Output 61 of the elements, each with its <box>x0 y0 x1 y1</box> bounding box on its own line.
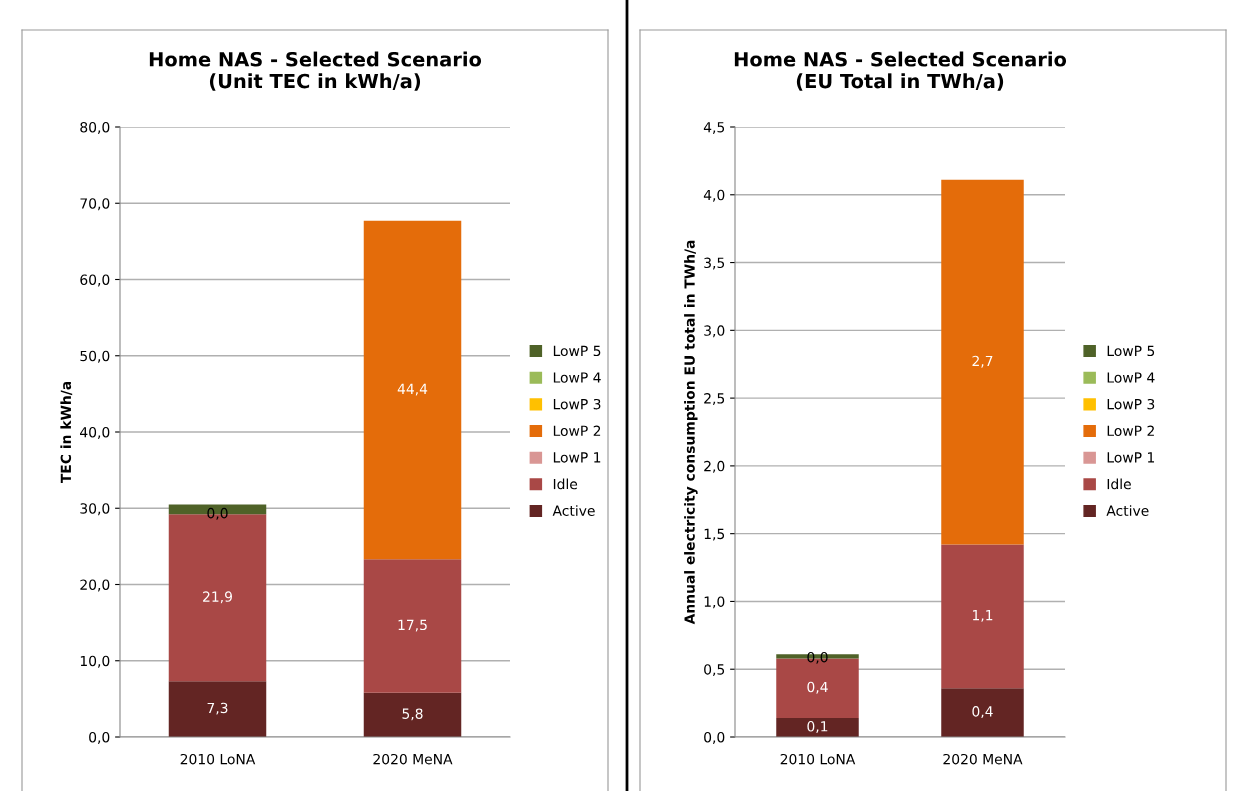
y-tick-label: 0,0 <box>89 731 110 744</box>
y-tick-label: 3,5 <box>704 257 725 270</box>
x-tick-label: 2010 LoNA <box>180 753 256 765</box>
y-tick-label: 30,0 <box>80 503 110 516</box>
y-tick-label: 80,0 <box>80 121 110 134</box>
data-label: 0,0 <box>207 507 228 520</box>
y-tick-label: 10,0 <box>80 655 110 668</box>
data-label: 17,5 <box>398 619 427 632</box>
y-tick-label: 40,0 <box>80 426 110 439</box>
x-tick-label: 2020 MeNA <box>373 753 453 765</box>
bar <box>363 220 462 560</box>
y-tick-label: 60,0 <box>80 274 110 287</box>
chart-title: Home NAS - Selected Scenario (Unit TEC in kWh/a) <box>149 51 482 91</box>
legend-label: LowP 5 <box>1107 345 1155 357</box>
data-label: 44,4 <box>397 383 428 396</box>
legend-label: LowP 2 <box>553 425 601 437</box>
y-tick-label: 4,5 <box>703 122 725 134</box>
legend-label: LowP 2 <box>1107 425 1154 437</box>
data-label: 0,0 <box>807 651 828 664</box>
legend-label: Active <box>1106 505 1149 516</box>
y-tick-label: 2,0 <box>704 460 725 473</box>
bar <box>941 688 1024 737</box>
y-tick-label: 1,0 <box>704 596 725 609</box>
x-tick-label: 2020 MeNA <box>943 753 1023 765</box>
data-label: 1,1 <box>972 610 993 622</box>
y-tick-label: 0,5 <box>704 664 725 677</box>
legend-label: LowP 3 <box>1107 398 1155 410</box>
y-tick-label: 70,0 <box>80 198 110 211</box>
y-tick-label: 0,0 <box>704 731 725 744</box>
legend-label: Idle <box>553 478 578 490</box>
legend-label: Idle <box>1107 478 1131 490</box>
bar <box>363 559 462 693</box>
y-axis-title: TEC in kWh/a <box>60 381 73 484</box>
legend-label: LowP 1 <box>553 452 601 463</box>
data-label: 0,4 <box>807 681 828 694</box>
y-tick-label: 4,0 <box>703 189 725 202</box>
y-tick-label: 1,5 <box>704 528 725 541</box>
x-tick-label: 2010 LoNA <box>780 753 856 765</box>
data-label: 5,8 <box>402 708 423 721</box>
bar <box>168 681 267 737</box>
legend-label: Active <box>552 505 595 516</box>
data-label: 21,9 <box>203 591 232 604</box>
legend-label: LowP 3 <box>553 398 601 410</box>
legend-label: LowP 4 <box>1107 372 1155 383</box>
legend-label: LowP 4 <box>553 372 601 383</box>
data-label: 0,1 <box>807 721 828 733</box>
bar <box>941 179 1024 545</box>
bar <box>776 718 859 737</box>
y-tick-label: 3,0 <box>704 325 725 338</box>
data-label: 2,7 <box>972 355 993 368</box>
y-tick-label: 2,5 <box>704 393 725 405</box>
legend-label: LowP 5 <box>553 345 601 357</box>
data-label: 0,4 <box>972 706 993 719</box>
bar <box>941 544 1024 689</box>
data-label: 7,3 <box>207 702 228 715</box>
bar <box>363 692 462 737</box>
y-tick-label: 20,0 <box>80 579 110 592</box>
y-tick-label: 50,0 <box>80 350 110 363</box>
chart-title: Home NAS - Selected Scenario (EU Total in TWh/a) <box>734 51 1067 91</box>
y-axis-title: Annual electricity consumption EU total in TWh/a <box>684 240 698 625</box>
legend-label: LowP 1 <box>1107 452 1155 463</box>
